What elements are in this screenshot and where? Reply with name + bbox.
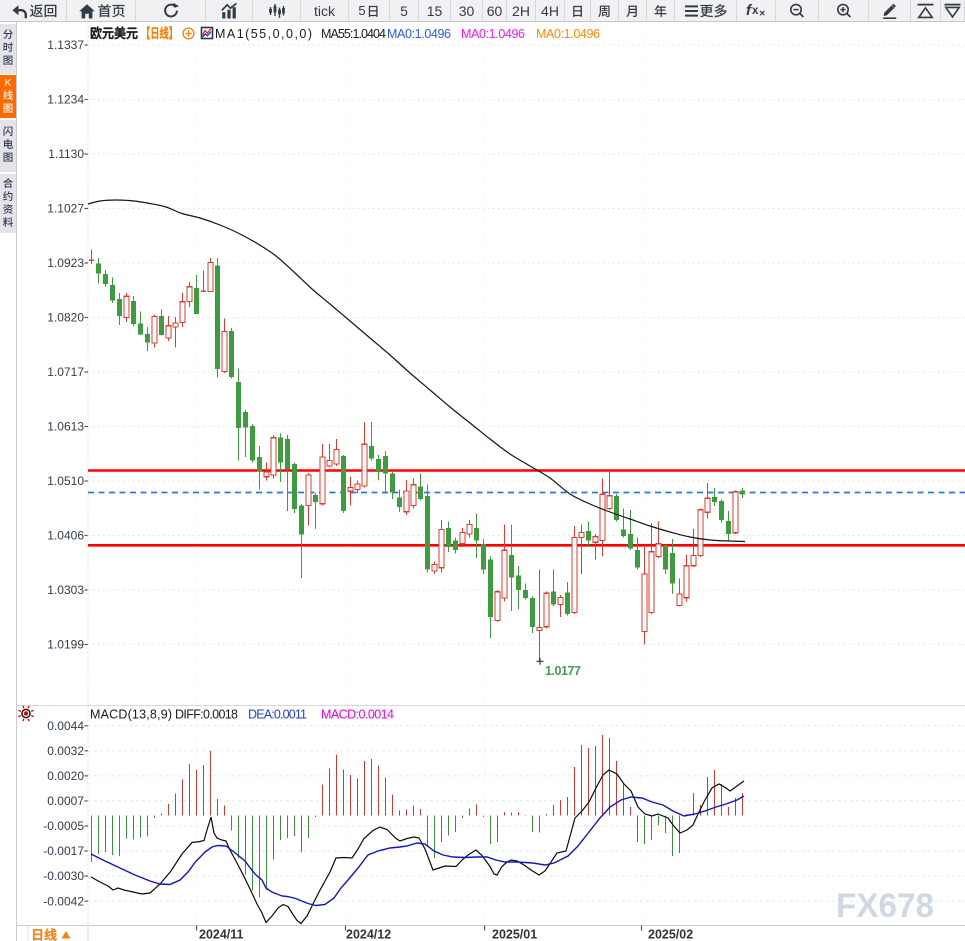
svg-text:2025/01: 2025/01 [492,928,537,941]
svg-text:1.0613: 1.0613 [47,420,84,434]
svg-text:1.0406: 1.0406 [47,529,84,543]
svg-text:MACD(13,8,9): MACD(13,8,9) [90,708,172,722]
svg-text:MA0:1.0496: MA0:1.0496 [387,27,451,41]
svg-text:MA0:1.0496: MA0:1.0496 [461,27,525,41]
svg-text:MA0:1.0496: MA0:1.0496 [536,27,600,41]
svg-text:1.1027: 1.1027 [47,202,84,216]
svg-text:日线: 日线 [31,925,57,941]
svg-text:1.0510: 1.0510 [47,474,84,488]
svg-text:0.0032: 0.0032 [47,744,84,758]
svg-text:-0.0005: -0.0005 [43,819,84,833]
svg-text:-0.0042: -0.0042 [43,894,84,908]
svg-text:MA1(55,0,0,0): MA1(55,0,0,0) [215,27,312,41]
svg-text:1.0177: 1.0177 [545,664,581,678]
svg-text:MACD:0.0014: MACD:0.0014 [321,708,394,722]
svg-text:DEA:0.0011: DEA:0.0011 [248,708,307,722]
svg-text:-0.0030: -0.0030 [43,869,84,883]
svg-text:1.0199: 1.0199 [47,638,84,652]
svg-text:DIFF:0.0018: DIFF:0.0018 [175,708,238,722]
svg-text:MA55:1.0404: MA55:1.0404 [321,27,386,41]
svg-text:1.1337: 1.1337 [47,38,84,52]
svg-text:1.1234: 1.1234 [47,93,84,107]
svg-text:1.1130: 1.1130 [48,147,84,161]
svg-text:0.0007: 0.0007 [47,794,84,808]
svg-text:-0.0017: -0.0017 [43,844,84,858]
svg-text:欧元美元: 欧元美元 [90,22,138,42]
svg-text:0.0044: 0.0044 [47,719,84,733]
svg-text:FX678: FX678 [836,887,934,925]
svg-text:2024/12: 2024/12 [346,928,391,941]
svg-text:2024/11: 2024/11 [199,928,244,941]
svg-text:1.0303: 1.0303 [47,583,84,597]
svg-text:1.0717: 1.0717 [47,365,84,379]
svg-text:2025/02: 2025/02 [648,928,693,941]
svg-text:1.0923: 1.0923 [47,256,84,270]
svg-text:【日线】: 【日线】 [141,22,178,42]
svg-text:1.0820: 1.0820 [47,311,84,325]
svg-text:0.0020: 0.0020 [47,769,84,783]
